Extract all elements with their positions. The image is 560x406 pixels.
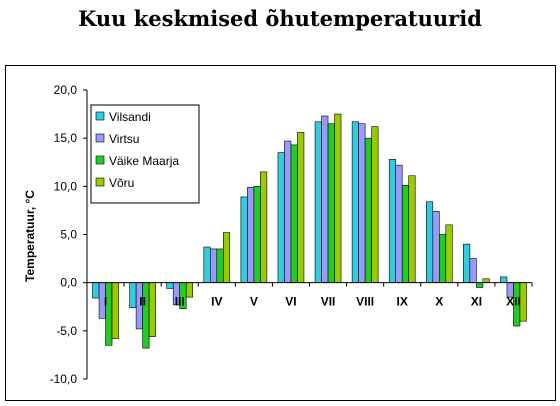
y-tick-label: -10,0 (50, 372, 78, 386)
bar-vilsandi-V (240, 196, 248, 283)
bar-virtsu-IV (209, 248, 218, 283)
y-tick-label: 15,0 (54, 131, 78, 145)
legend-label: Väike Maarja (109, 154, 179, 168)
x-tick-label-VII: VII (321, 295, 336, 309)
bar-vilsandi-VII (314, 121, 322, 283)
bar-võru-I (111, 282, 119, 339)
bar-virtsu-X (432, 211, 440, 283)
legend-swatch (95, 177, 105, 187)
bar-võru-IV (222, 232, 231, 283)
bar-väike-maarja-IX (401, 185, 410, 283)
bar-väike-maarja-X (438, 234, 447, 283)
y-tick-label: 20,0 (54, 83, 78, 97)
legend-label: Virtsu (109, 132, 139, 146)
x-tick-label-IV: IV (211, 295, 222, 309)
x-tick-label-III: III (175, 295, 185, 309)
bar-võru-VII (334, 113, 342, 283)
y-tick-label: 10,0 (54, 179, 78, 193)
bar-virtsu-VI (284, 140, 292, 283)
bar-võru-III (185, 282, 194, 298)
legend-box (90, 104, 200, 204)
bar-vilsandi-IX (388, 159, 397, 283)
bar-võru-IX (408, 175, 416, 283)
bar-vilsandi-II (129, 282, 137, 309)
x-tick-label-VIII: VIII (356, 295, 374, 309)
chart-frame (5, 65, 556, 401)
bar-vilsandi-IV (203, 246, 211, 283)
bar-väike-maarja-VI (290, 144, 298, 283)
bar-virtsu-VII (321, 115, 329, 283)
bar-väike-maarja-V (253, 186, 261, 283)
bar-vilsandi-VIII (351, 121, 359, 283)
bar-vilsandi-XII (500, 276, 508, 283)
x-tick-label-V: V (250, 295, 258, 309)
legend-label: Võru (109, 176, 134, 190)
x-tick-label-X: X (435, 295, 443, 309)
y-tick-label: -5,0 (56, 324, 77, 338)
bar-väike-maarja-VII (327, 123, 335, 283)
x-tick-label-II: II (139, 295, 146, 309)
y-tick-label: 0,0 (60, 276, 77, 290)
bar-virtsu-V (247, 187, 255, 283)
x-tick-label-XI: XI (471, 295, 482, 309)
legend: Vilsandi Virtsu Väike Maarja Võru (90, 104, 200, 204)
bar-väike-maarja-XI (476, 282, 484, 288)
x-tick-label-VI: VI (285, 295, 296, 309)
x-tick-label-XII: XII (506, 295, 521, 309)
bar-vilsandi-XI (463, 243, 471, 283)
y-axis-title: Temperatuur, °C (23, 190, 37, 282)
bar-võru-VI (297, 132, 305, 283)
legend-swatch (95, 133, 105, 143)
bar-vilsandi-X (425, 201, 434, 283)
bar-väike-maarja-II (142, 282, 150, 349)
chart-title: Kuu keskmised õhutemperatuurid (78, 6, 482, 31)
bar-virtsu-IX (395, 164, 403, 283)
bar-vilsandi-VI (277, 152, 285, 283)
bar-väike-maarja-I (105, 282, 113, 346)
bar-võru-VIII (371, 126, 379, 283)
bar-virtsu-XI (469, 258, 477, 283)
category-labels-layer: I II III IV V VI VII VIII IX X XI XII (104, 295, 521, 309)
bar-vilsandi-III (166, 282, 174, 289)
bar-vilsandi-I (92, 282, 100, 299)
axes-layer: -10,0 -5,0 0,0 5,0 10,0 15,0 20,0 (50, 83, 533, 386)
bar-võru-II (148, 282, 156, 337)
bar-võru-V (260, 171, 268, 283)
y-tick-label: 5,0 (60, 228, 77, 242)
bars-layer (92, 113, 527, 349)
bar-väike-maarja-IV (216, 248, 224, 283)
x-tick-label-IX: IX (397, 295, 408, 309)
bar-võru-XI (482, 278, 490, 283)
bar-võru-X (445, 224, 453, 283)
x-tick-label-I: I (104, 295, 107, 309)
bar-võru-XII (519, 282, 527, 322)
legend-label: Vilsandi (109, 110, 151, 124)
bar-väike-maarja-VIII (364, 137, 372, 283)
legend-swatch (95, 155, 105, 165)
bar-virtsu-VIII (358, 123, 366, 283)
legend-swatch (95, 111, 105, 121)
